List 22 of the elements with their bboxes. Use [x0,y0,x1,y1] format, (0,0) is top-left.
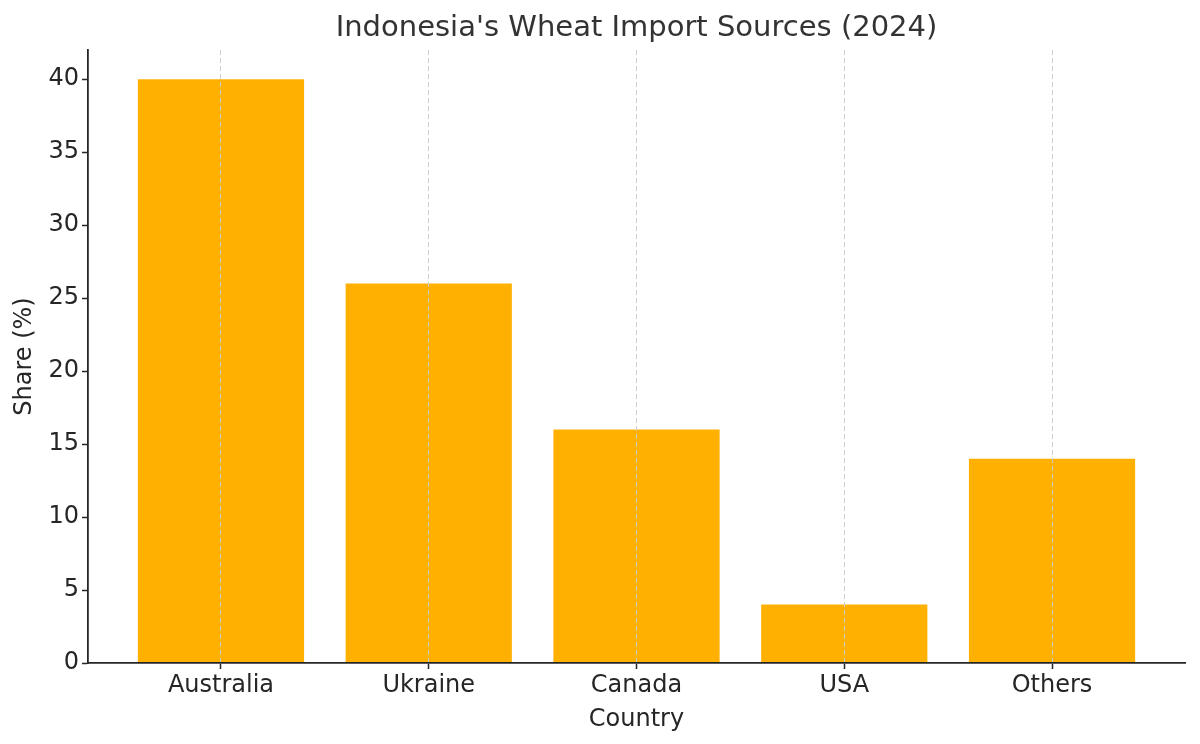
y-tick-label: 30 [48,209,79,238]
y-tick-label: 10 [48,501,79,530]
y-tick-label: 5 [63,574,79,603]
x-tick-label: Australia [167,669,275,698]
x-axis-title: Country [588,703,685,732]
bar [345,283,512,663]
y-tick-label: 40 [48,63,79,92]
x-tick-label: Others [1011,669,1093,698]
bar [761,604,928,663]
y-tick-label: 35 [48,136,79,165]
bar [968,458,1136,663]
x-tick-label: USA [819,669,870,698]
y-tick-label: 15 [48,428,79,457]
bar [137,79,305,663]
chart-title: Indonesia's Wheat Import Sources (2024) [335,8,938,43]
y-tick-label: 0 [63,647,79,676]
x-tick-label: Ukraine [382,669,476,698]
x-tick-label: Canada [590,669,683,698]
bar [553,429,720,663]
y-tick-label: 25 [48,282,79,311]
y-tick-label: 20 [48,355,79,384]
y-axis-title: Share (%) [8,297,37,416]
